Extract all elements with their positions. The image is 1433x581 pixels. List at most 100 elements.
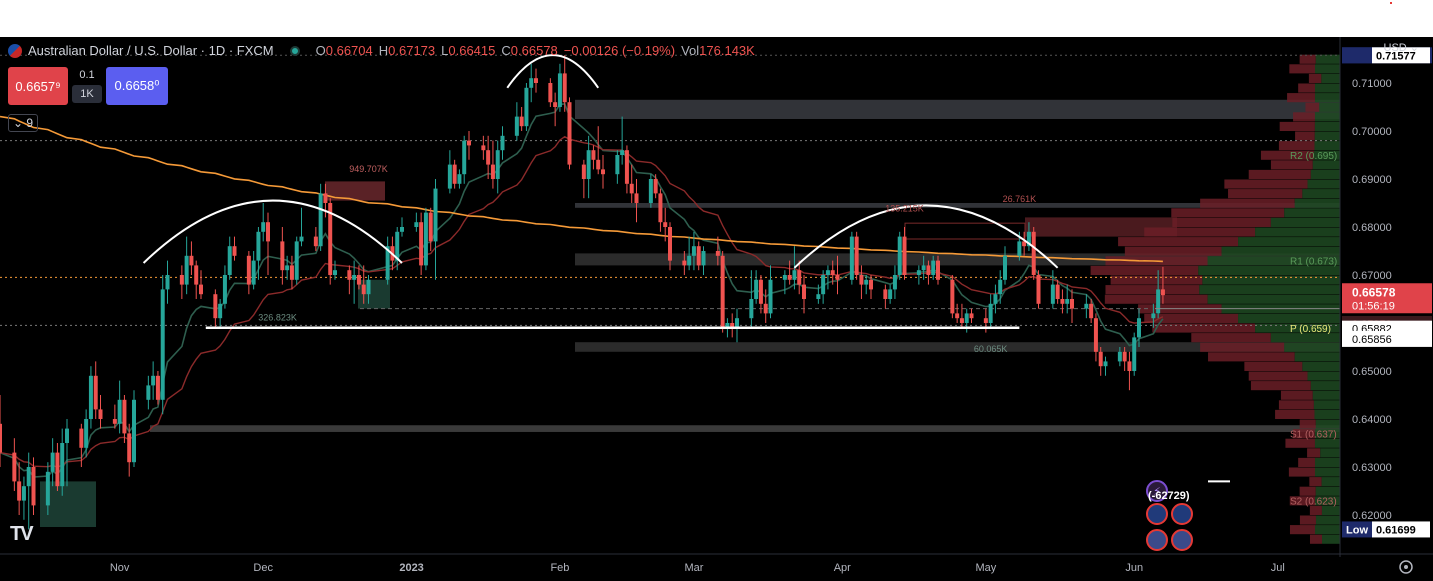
high-value: 0.67173 <box>388 43 436 58</box>
chart-area[interactable]: 949.707K 326.823K 135.215K 26.761K 60.065K R2… <box>0 37 1433 581</box>
head-arc[interactable] <box>506 54 600 89</box>
sell-button[interactable]: 0.6657⁹ <box>8 67 68 105</box>
open-label: O <box>315 43 326 58</box>
y-tick-3: 0.68000 <box>1352 222 1392 234</box>
candle-body <box>624 150 629 184</box>
buy-button[interactable]: 0.6658⁰ <box>106 67 168 105</box>
high-label: H <box>378 43 389 58</box>
volume-profile-up <box>1302 189 1340 199</box>
au-flag-icon[interactable] <box>1146 503 1168 525</box>
volume-profile-up <box>1314 467 1340 477</box>
candle-body <box>998 279 1003 295</box>
supply-box-3 <box>904 222 1026 240</box>
candle-body <box>964 313 969 323</box>
tradingview-logo[interactable]: TV <box>10 523 34 545</box>
volume-profile-down <box>1105 285 1200 295</box>
indicators-toggle[interactable]: ⌄ 9 <box>8 114 38 132</box>
candle-body <box>50 452 55 472</box>
candle-body <box>84 419 89 448</box>
volume-profile-down <box>1295 131 1315 141</box>
candle-body <box>361 284 366 295</box>
candle-body <box>653 179 658 194</box>
volume-profile-down <box>1152 323 1256 333</box>
candle-body <box>701 251 706 266</box>
supply-box-1 <box>325 181 385 201</box>
candle-body <box>333 270 337 275</box>
currency-selector[interactable]: USD ⌄ <box>1383 42 1420 54</box>
candle-body <box>457 174 462 184</box>
volume-profile-down <box>1208 352 1295 362</box>
volume-profile-up <box>1314 83 1340 93</box>
settings-gear-icon[interactable] <box>1399 560 1413 574</box>
event-markers[interactable]: ⚡(-62729) <box>1146 480 1193 551</box>
volume-label-1: 326.823K <box>258 313 297 323</box>
gear-center <box>1404 565 1408 569</box>
candle-body <box>1065 299 1070 304</box>
volume-profile-up <box>1312 160 1340 170</box>
volume-profile-up <box>1313 150 1340 160</box>
y-tick-1: 0.70000 <box>1352 126 1392 138</box>
close-value: 0.66578 <box>510 43 558 58</box>
candle-body <box>816 294 821 299</box>
candle-body <box>931 260 936 275</box>
y-tick-9: 0.62000 <box>1352 510 1392 522</box>
candle-body <box>347 270 352 280</box>
candle-body <box>194 265 199 285</box>
lightning-icon[interactable] <box>1146 480 1168 502</box>
candle-body <box>567 102 572 165</box>
candle-body <box>60 443 65 487</box>
volume-profile-up <box>1207 294 1340 304</box>
candle-body <box>481 145 486 151</box>
candle-body <box>98 409 103 419</box>
sma-long-line <box>0 115 1163 263</box>
candle-body <box>222 275 227 304</box>
candle-body <box>280 241 285 271</box>
candle-body <box>1151 313 1156 319</box>
volume-profile-down <box>1124 246 1222 256</box>
candle-body <box>553 102 558 107</box>
candle-body <box>400 227 404 232</box>
x-tick-3: Feb <box>550 562 569 574</box>
candle-body <box>447 164 452 189</box>
candle-body <box>462 140 467 175</box>
us-flag-icon[interactable] <box>1171 529 1193 551</box>
candle-body <box>165 275 170 290</box>
market-status-icon[interactable] <box>289 45 300 56</box>
candle-body <box>467 140 471 146</box>
candle-body <box>218 303 223 319</box>
right-shoulder-arc[interactable] <box>793 204 1059 269</box>
volume-profile-down <box>1280 390 1313 400</box>
candle-body <box>916 270 921 275</box>
volume-profile-up <box>1207 256 1340 266</box>
volume-profile-up <box>1314 121 1340 131</box>
candle-body <box>313 236 318 247</box>
us-flag-icon[interactable] <box>1146 529 1168 551</box>
left-shoulder-arc[interactable] <box>142 199 403 264</box>
low-tag-label: Low <box>1346 524 1368 536</box>
volume-profile-up <box>1321 534 1340 544</box>
symbol-title[interactable]: Australian Dollar / U.S. Dollar · 1D · F… <box>28 43 274 58</box>
candle-body <box>835 275 840 280</box>
x-tick-2: 2023 <box>399 562 423 574</box>
volume-profile-up <box>1315 54 1340 64</box>
volume-label-4: 60.065K <box>974 344 1008 354</box>
candle-body <box>601 169 605 175</box>
open-value: 0.66704 <box>325 43 373 58</box>
candle-body <box>246 255 251 285</box>
candle-body <box>495 150 500 179</box>
pivot-label-3: S1 (0.637) <box>1290 429 1337 440</box>
pivot-label-4: S2 (0.623) <box>1290 497 1337 508</box>
candle-body <box>17 481 22 501</box>
price-chart[interactable]: 949.707K 326.823K 135.215K 26.761K 60.065K R2… <box>0 37 1433 581</box>
candle-body <box>969 313 974 319</box>
volume-profile-up <box>1294 198 1340 208</box>
volume-profile-down <box>1309 505 1322 515</box>
au-flag-icon[interactable] <box>1171 503 1193 525</box>
candle-body <box>763 303 768 314</box>
quantity-input[interactable]: 1K <box>72 85 102 103</box>
volume-profile-up <box>1221 246 1340 256</box>
volume-profile-up <box>1314 131 1340 141</box>
volume-profile-down <box>1307 448 1321 458</box>
vol-label: Vol <box>681 43 700 58</box>
candle-body <box>849 236 854 280</box>
